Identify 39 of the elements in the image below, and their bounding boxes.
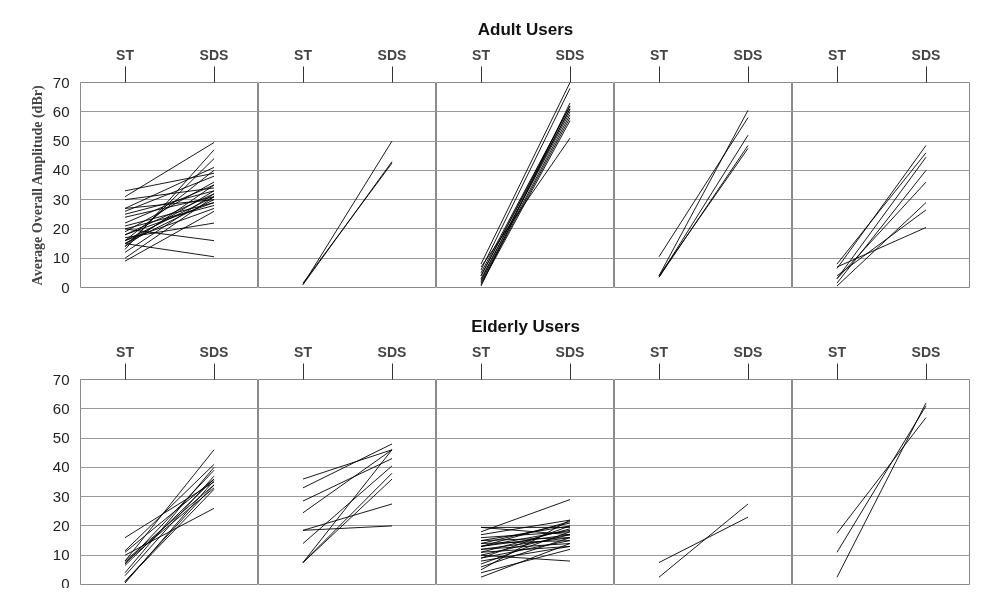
y-tick-label: 50 <box>52 132 70 150</box>
y-tick-label: 70 <box>52 73 70 91</box>
y-tick-label: 0 <box>61 574 70 592</box>
x-tick-label: SDS <box>911 46 941 63</box>
x-tick-label: SDS <box>199 46 229 63</box>
x-tick-label: ST <box>294 46 313 63</box>
x-tick-label: ST <box>472 46 491 63</box>
y-tick-label: 60 <box>52 399 70 417</box>
chart-title: Adult Users <box>477 19 574 39</box>
x-tick-label: ST <box>116 46 135 63</box>
x-tick-label: ST <box>828 46 847 63</box>
x-tick-label: SDS <box>733 343 763 360</box>
x-tick-label: SDS <box>377 343 407 360</box>
y-tick-label: 0 <box>61 278 70 296</box>
x-tick-label: ST <box>828 343 847 360</box>
x-tick-label: ST <box>472 343 491 360</box>
y-tick-label: 30 <box>52 190 70 208</box>
x-tick-label: SDS <box>733 46 763 63</box>
x-tick-label: ST <box>294 343 313 360</box>
x-tick-label: SDS <box>377 46 407 63</box>
x-tick-label: SDS <box>555 343 585 360</box>
x-tick-label: SDS <box>555 46 585 63</box>
y-tick-label: 40 <box>52 458 70 476</box>
x-tick-label: ST <box>650 46 669 63</box>
y-tick-label: 60 <box>52 102 70 120</box>
x-tick-label: SDS <box>911 343 941 360</box>
y-tick-label: 10 <box>52 546 70 564</box>
x-tick-label: SDS <box>199 343 229 360</box>
x-tick-label: ST <box>650 343 669 360</box>
y-axis-title: Average Overall Amplitude (dBr) <box>29 85 46 286</box>
chart-title: Elderly Users <box>471 316 580 336</box>
y-tick-label: 30 <box>52 487 70 505</box>
y-tick-label: 10 <box>52 249 70 267</box>
y-tick-label: 50 <box>52 429 70 447</box>
y-tick-label: 70 <box>52 370 70 388</box>
x-tick-label: ST <box>116 343 135 360</box>
y-tick-label: 40 <box>52 161 70 179</box>
y-tick-label: 20 <box>52 516 70 534</box>
y-tick-label: 20 <box>52 219 70 237</box>
